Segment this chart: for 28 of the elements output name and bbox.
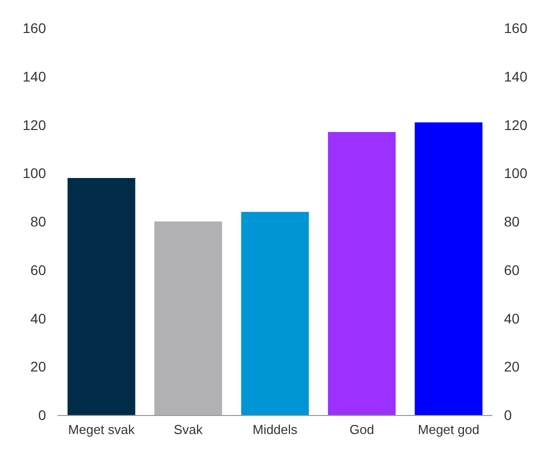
y2-tick-label: 0 [504, 407, 512, 423]
y-tick-label: 120 [22, 116, 46, 133]
y2-tick-label: 80 [504, 214, 520, 230]
y-tick-label: 100 [22, 165, 46, 182]
y2-tick-label: 100 [504, 165, 528, 182]
y-tick-label: 20 [30, 358, 46, 375]
y-tick-label: 140 [22, 68, 46, 84]
x-tick-label: Svak [174, 422, 204, 437]
y-tick-label: 0 [38, 407, 46, 423]
y-tick-label: 40 [30, 310, 46, 326]
y-tick-label: 80 [30, 214, 46, 230]
x-tick-label: Meget svak [68, 422, 136, 437]
bar [241, 212, 309, 415]
x-tick-label: God [350, 422, 374, 437]
x-tick-label: Meget god [418, 422, 480, 437]
y2-tick-label: 60 [504, 262, 520, 278]
bar [328, 132, 396, 415]
y-tick-label: 160 [22, 20, 46, 36]
y2-tick-label: 40 [504, 310, 520, 326]
y-tick-label: 60 [30, 262, 46, 278]
bar [68, 178, 136, 415]
bar [154, 222, 222, 415]
y2-tick-label: 120 [504, 116, 528, 133]
y2-tick-label: 20 [504, 358, 520, 375]
x-tick-label: Middels [252, 422, 298, 437]
bar [414, 122, 482, 415]
y2-tick-label: 160 [504, 20, 528, 36]
y2-tick-label: 140 [504, 68, 528, 84]
